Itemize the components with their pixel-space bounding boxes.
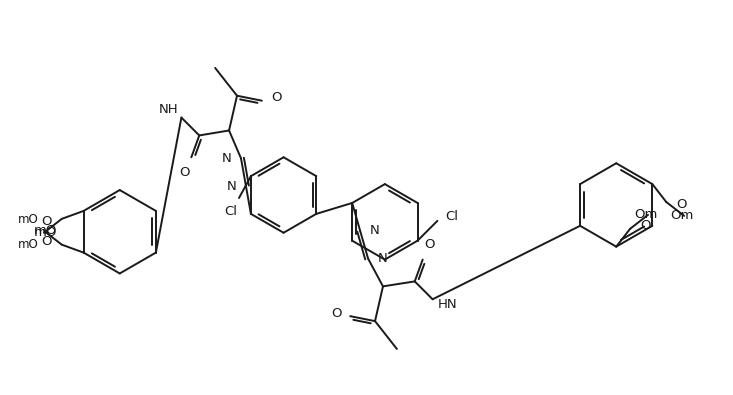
Text: O: O	[640, 219, 651, 232]
Text: mO: mO	[18, 213, 39, 226]
Text: mO: mO	[34, 224, 58, 237]
Text: Cl: Cl	[224, 205, 237, 218]
Text: N: N	[226, 180, 236, 193]
Text: O: O	[179, 166, 189, 179]
Text: O: O	[424, 238, 435, 250]
Text: O: O	[41, 215, 52, 228]
Text: O: O	[676, 198, 687, 211]
Text: N: N	[221, 152, 231, 165]
Text: Cl: Cl	[446, 211, 458, 223]
Text: O: O	[270, 91, 281, 104]
Text: Om: Om	[671, 209, 694, 222]
Text: Om: Om	[634, 209, 658, 221]
Text: O: O	[331, 307, 342, 320]
Text: mO: mO	[18, 238, 39, 251]
Text: O: O	[41, 235, 52, 248]
Text: HN: HN	[438, 298, 457, 311]
Text: N: N	[378, 252, 388, 265]
Text: mO: mO	[34, 226, 58, 239]
Text: N: N	[370, 224, 380, 237]
Text: NH: NH	[159, 103, 178, 116]
